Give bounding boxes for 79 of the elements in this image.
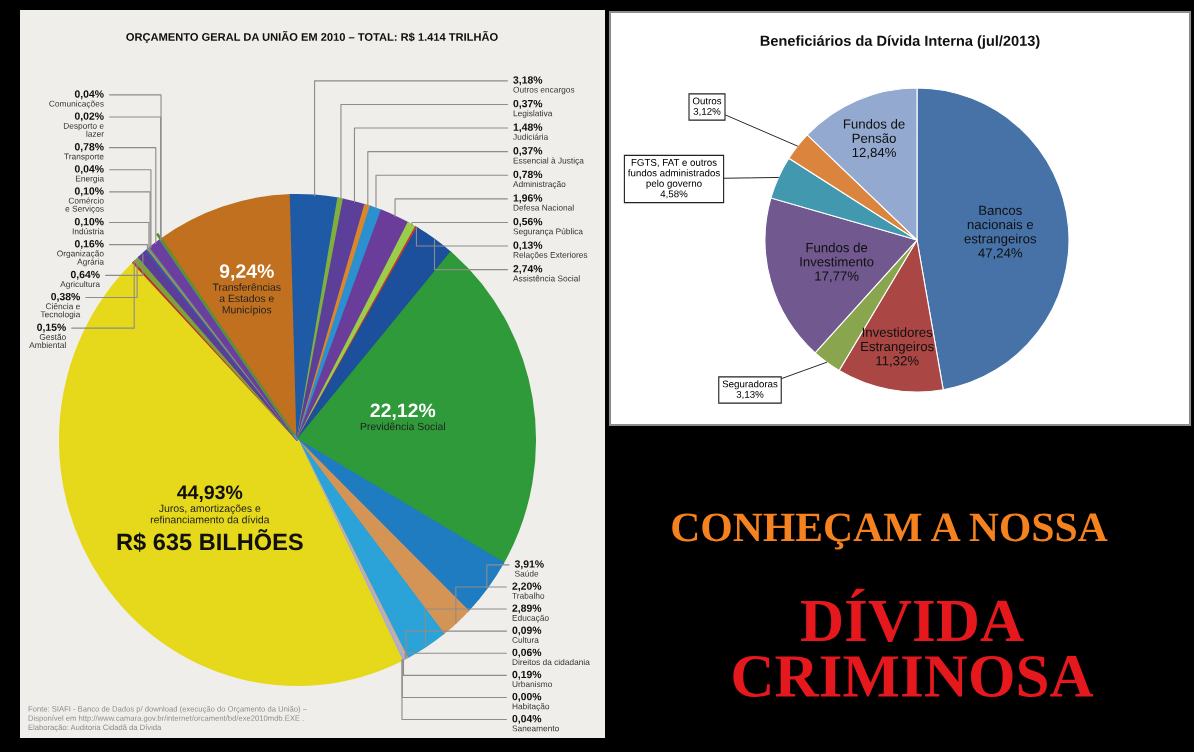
text: 0,00% bbox=[512, 692, 542, 702]
data-label: 3,12% bbox=[693, 107, 721, 116]
data-label: 0,13% bbox=[513, 241, 543, 251]
data-label: 12,84% bbox=[852, 147, 896, 159]
data-label: 0,04% bbox=[512, 714, 542, 724]
data-label: 0,37% bbox=[513, 147, 543, 156]
data-label: 11,32% bbox=[876, 356, 919, 367]
slice-label: Defesa Nacional bbox=[513, 204, 574, 211]
slice-label: Educação bbox=[512, 614, 549, 623]
slice-label: Juros, amortizações e refinanciamento da dívida bbox=[150, 504, 270, 524]
text: CONHEÇAM A NOSSA bbox=[672, 513, 1108, 550]
data-label: 2,74% bbox=[513, 265, 543, 274]
slice-label: FGTS, FAT e outros fundos administrados pelo governo bbox=[627, 159, 720, 189]
data-label: 0,38% bbox=[51, 292, 80, 302]
text: R$ 635 BILHÕES bbox=[117, 529, 303, 552]
data-label: 0,02% bbox=[74, 112, 104, 122]
data-label: 44,93% bbox=[177, 485, 243, 502]
slice-label: Essencial à Justiça bbox=[513, 157, 584, 166]
data-label: 0,06% bbox=[512, 648, 542, 658]
text: DÍVIDA CRIMINOSA bbox=[733, 588, 1094, 698]
slice-label: Saúde bbox=[514, 570, 539, 577]
slice-label: Energia bbox=[75, 175, 104, 184]
slice-label: Indústria bbox=[72, 228, 104, 235]
slice-label: Gestão Ambiental bbox=[29, 333, 66, 348]
data-label: 0,64% bbox=[70, 270, 100, 280]
slice-label: Trabalho bbox=[512, 592, 545, 599]
slice-label: Outros bbox=[692, 97, 722, 105]
data-label: 0,78% bbox=[74, 143, 104, 152]
data-label: 0,04% bbox=[74, 90, 104, 100]
data-label: 0,10% bbox=[74, 217, 104, 227]
data-label: 4,58% bbox=[660, 190, 688, 199]
data-label: 2,20% bbox=[512, 582, 542, 592]
data-label: 0,16% bbox=[74, 240, 104, 249]
data-label: 0,04% bbox=[74, 165, 104, 175]
category-label: Habitação bbox=[512, 703, 550, 711]
slice-label: Segurança Pública bbox=[513, 228, 583, 236]
slice-label: Fundos de Pensão bbox=[843, 118, 905, 143]
slice-label: Urbanismo bbox=[512, 681, 552, 688]
slice-label: Cultura bbox=[512, 636, 539, 643]
slice-label: Investidores Estrangeiros bbox=[861, 327, 934, 354]
slice-label: Judiciária bbox=[513, 133, 549, 140]
slice-label: Organização Agrária bbox=[57, 250, 104, 267]
data-label: 0,10% bbox=[74, 187, 104, 197]
slice-label: Comunicações bbox=[49, 100, 104, 109]
data-label: 0,78% bbox=[513, 170, 543, 180]
data-label: 0,09% bbox=[512, 626, 542, 636]
data-label: 17,77% bbox=[815, 271, 859, 283]
slice-label: Fundos de Investimento bbox=[800, 242, 874, 267]
data-label: 3,18% bbox=[513, 76, 543, 86]
data-label: 1,48% bbox=[513, 123, 543, 133]
data-label: 1,96% bbox=[513, 194, 543, 204]
slice-label: Previdência Social bbox=[360, 422, 445, 431]
data-label: 9,24% bbox=[219, 264, 274, 281]
data-label: 2,89% bbox=[512, 604, 542, 614]
slice-label: Relações Exteriores bbox=[513, 251, 588, 260]
slice-label: Transferências a Estados e Municípios bbox=[212, 283, 281, 316]
slice-label: Comércio e Serviços bbox=[65, 197, 104, 214]
slice-label: Legislativa bbox=[513, 110, 553, 118]
data-label: 0,19% bbox=[512, 670, 542, 680]
data-label: 0,37% bbox=[513, 99, 543, 109]
data-label: 3,91% bbox=[514, 560, 544, 570]
chart-title: Beneficiários da Dívida Interna (jul/2013) bbox=[760, 35, 1040, 49]
data-label: 0,56% bbox=[513, 217, 543, 227]
slice-label: Ciência e Tecnologia bbox=[40, 303, 81, 319]
data-label: 22,12% bbox=[370, 403, 436, 421]
slice-label: Bancos nacionais e estrangeiros bbox=[964, 205, 1037, 247]
slice-label: Outros encargos bbox=[513, 86, 575, 95]
data-label: 47,24% bbox=[978, 248, 1023, 260]
slice-label: Assistência Social bbox=[513, 275, 580, 282]
slice-label: Agricultura bbox=[60, 281, 101, 289]
slice-label: Desporto e lazer bbox=[63, 122, 104, 137]
data-label: 0,15% bbox=[37, 323, 66, 333]
slice-label: Saneamento bbox=[512, 725, 559, 732]
slice-label: Direitos da cidadania bbox=[512, 658, 590, 666]
slice-label: Seguradoras bbox=[722, 380, 778, 390]
slice-label: Transporte bbox=[64, 153, 104, 162]
chart-title: ORÇAMENTO GERAL DA UNIÃO EM 2010 – TOTAL: R$ 1.414 TRILHÃO bbox=[126, 30, 498, 44]
data-label: 3,13% bbox=[736, 390, 764, 399]
slice-label: Administração bbox=[513, 180, 566, 189]
